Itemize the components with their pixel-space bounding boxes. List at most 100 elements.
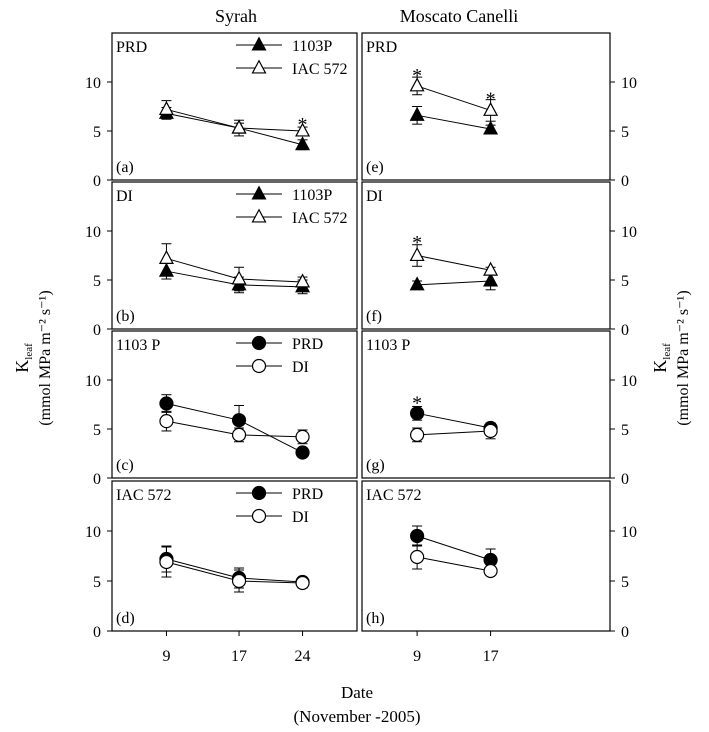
panel-frame (361, 32, 611, 181)
panel-letter: (h) (366, 610, 385, 627)
series-iac-572 (158, 100, 311, 137)
data-point-triangle (231, 119, 247, 134)
legend-marker-circle (251, 335, 267, 351)
series-iac-572 (409, 244, 499, 276)
series-iac-572 (409, 76, 499, 122)
significance-asterisk: * (412, 393, 422, 415)
data-point-triangle (483, 120, 499, 135)
panel-label: 1103 P (366, 337, 410, 354)
panel-label: 1103 P (116, 337, 160, 354)
data-point-triangle (483, 101, 499, 116)
legend-label: 1103P (292, 38, 332, 55)
series-di (410, 544, 498, 579)
y-tick-label: 5 (93, 273, 101, 290)
panel-g: 0 5 10 1103 P (g) * (361, 330, 637, 488)
x-axis-label: Date (341, 683, 373, 702)
y-tick-label: 0 (93, 322, 101, 339)
y-tick-label: 5 (621, 422, 629, 439)
x-tick-label: 17 (483, 648, 499, 665)
data-point-circle (483, 563, 498, 579)
panel-label: PRD (366, 39, 397, 56)
panel-label: IAC 572 (116, 487, 172, 504)
y-tick-label: 0 (93, 471, 101, 488)
y-tick-label: 0 (621, 322, 629, 339)
data-point-circle (231, 413, 247, 428)
panel-label: DI (116, 188, 133, 205)
right-y-axis-label: Kleaf (mmol MPa m⁻² s⁻¹) (650, 290, 692, 425)
y-tick-label: 10 (85, 373, 101, 390)
y-tick-label: 5 (93, 574, 101, 591)
panel-frame (111, 181, 358, 330)
left-ylabel-main: K (12, 360, 32, 373)
data-point-triangle (409, 246, 425, 262)
series-di (410, 422, 498, 443)
series-prd (159, 394, 310, 460)
y-tick-label: 10 (85, 224, 101, 241)
panel-letter: (f) (366, 308, 382, 325)
legend-label: PRD (292, 336, 323, 353)
panel-c: 0 5 10 1103 P (c) PRD DI (85, 330, 358, 488)
panel-frame (111, 480, 358, 632)
panel-frame (111, 330, 358, 479)
data-point-circle (159, 396, 174, 411)
data-point-triangle (483, 261, 499, 276)
panels: 0 5 10 PRD (a) * 1103P IAC 572 0 5 10 DI (b) 1103P IAC… (85, 32, 637, 665)
y-tick-label: 0 (93, 173, 101, 190)
x-tick-label: 24 (295, 648, 311, 665)
data-point-triangle (158, 100, 174, 115)
legend-label: 1103P (292, 187, 332, 204)
x-tick-label: 9 (162, 648, 170, 665)
y-tick-label: 10 (621, 224, 637, 241)
significance-asterisk: * (298, 114, 308, 136)
series-line (416, 535, 491, 561)
y-tick-label: 5 (621, 574, 629, 591)
significance-asterisk: * (412, 232, 422, 254)
series-prd (410, 525, 498, 572)
series-line (417, 114, 491, 130)
left-ylabel-sub: leaf (23, 343, 35, 360)
data-point-circle (483, 423, 498, 439)
data-point-triangle (158, 249, 174, 264)
legend-label: DI (292, 509, 309, 526)
data-point-circle (159, 414, 174, 429)
panel-label: PRD (116, 39, 147, 56)
panel-h: 0 5 10 9 17 IAC 572 (h) (361, 480, 637, 665)
series-line (416, 85, 491, 111)
x-axis-label-sub: (November -2005) (294, 707, 421, 726)
data-point-triangle (295, 122, 311, 137)
legend-marker-triangle (251, 59, 267, 74)
series-1103p (158, 262, 311, 295)
series-line (417, 280, 491, 286)
panel-letter: (c) (116, 457, 134, 474)
series-line (417, 430, 491, 436)
y-tick-label: 5 (93, 422, 101, 439)
panel-frame (361, 181, 611, 330)
panel-letter: (b) (116, 308, 135, 325)
series-iac-572 (158, 243, 311, 292)
legend-marker-circle (251, 485, 267, 501)
panel-frame (361, 330, 611, 479)
panel-letter: (a) (116, 159, 134, 176)
y-tick-label: 0 (621, 624, 629, 641)
y-tick-label: 0 (621, 471, 629, 488)
y-tick-label: 10 (621, 373, 637, 390)
panel-d: 0 5 10 9 17 24 IAC 572 (d) PRD DI (85, 480, 358, 665)
significance-asterisk: * (486, 89, 496, 111)
significance-asterisk: * (412, 65, 422, 87)
data-point-circle (231, 573, 247, 589)
y-tick-label: 0 (93, 624, 101, 641)
panel-letter: (g) (366, 457, 385, 474)
data-point-circle (159, 554, 174, 570)
x-tick-label: 9 (413, 648, 421, 665)
data-point-circle (410, 528, 425, 544)
panel-letter: (e) (366, 159, 384, 176)
y-tick-label: 5 (93, 124, 101, 141)
y-tick-label: 10 (85, 75, 101, 92)
data-point-circle (410, 549, 425, 565)
panel-e: 0 5 10 PRD (e) * * (361, 32, 637, 190)
legend-marker-circle (251, 358, 267, 374)
series-1103p (158, 104, 311, 151)
y-tick-label: 0 (621, 173, 629, 190)
svg-text:Kleaf: Kleaf (650, 343, 673, 373)
